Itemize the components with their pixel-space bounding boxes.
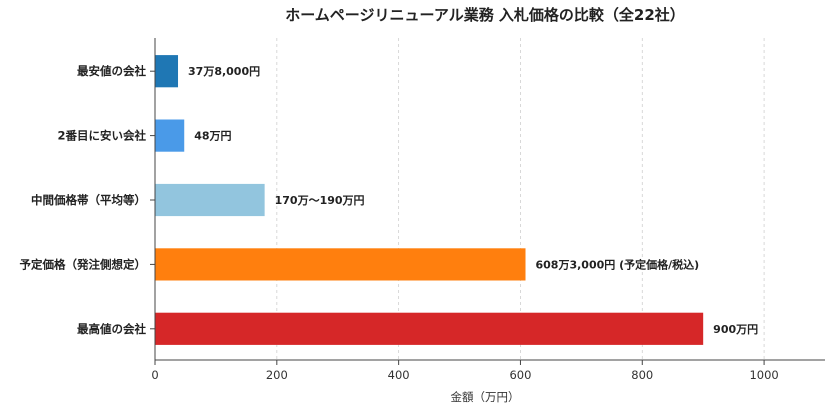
bar-4 — [155, 248, 526, 281]
value-label: 170万～190万円 — [275, 194, 365, 207]
chart-title: ホームページリニューアル業務 入札価格の比較（全22社） — [285, 6, 685, 24]
bar-3 — [155, 183, 265, 217]
value-label: 900万円 — [713, 323, 758, 336]
category-label: 最高値の会社 — [77, 322, 146, 336]
category-label: 最安値の会社 — [77, 64, 146, 78]
category-label: 中間価格帯（平均等） — [31, 193, 146, 207]
x-tick-label: 400 — [388, 368, 410, 382]
value-label: 37万8,000円 — [188, 65, 260, 78]
axes: 0 200 400 600 800 1000 最安値の会社 2番目に安い会社中間価格帯（平均等… — [20, 38, 825, 382]
x-tick-label: 0 — [151, 368, 158, 382]
bar-5 — [155, 312, 704, 345]
category-label: 2番目に安い会社 — [57, 129, 146, 143]
x-tick-label: 200 — [266, 368, 288, 382]
x-tick-label: 800 — [631, 368, 653, 382]
value-label: 48万円 — [194, 130, 231, 143]
x-axis-title: 金額（万円） — [451, 390, 520, 404]
bar-2 — [155, 119, 185, 152]
bars: 37万8,000円 48万円 170万～190万円 608万3,000円 (予定価格/… — [155, 55, 758, 345]
category-label: 予定価格（発注側想定） — [20, 257, 147, 271]
x-tick-label: 600 — [509, 368, 531, 382]
x-tick-label: 1000 — [749, 368, 778, 382]
value-label: 608万3,000円 (予定価格/税込) — [536, 257, 700, 271]
bar-1 — [155, 55, 179, 88]
